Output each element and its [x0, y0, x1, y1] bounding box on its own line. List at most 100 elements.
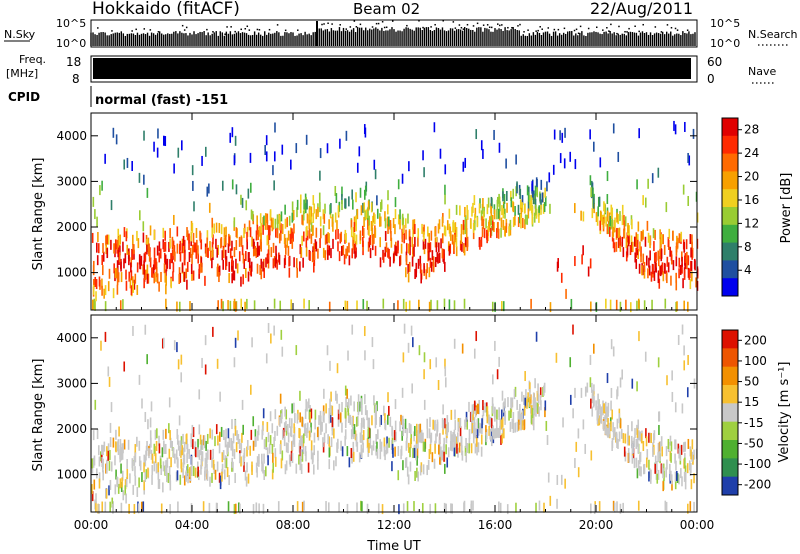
range-gate-cell	[337, 205, 340, 216]
range-gate-cell	[310, 440, 313, 451]
range-gate-cell	[532, 396, 535, 407]
range-gate-cell	[444, 358, 446, 369]
range-gate-cell	[244, 470, 247, 481]
range-gate-cell	[191, 455, 193, 466]
range-gate-cell	[340, 245, 343, 256]
range-gate-cell	[663, 244, 666, 255]
range-gate-cell	[309, 411, 311, 422]
range-gate-cell	[517, 411, 520, 422]
range-gate-cell	[415, 423, 418, 434]
range-gate-cell	[250, 384, 252, 395]
range-gate-cell	[240, 456, 242, 467]
range-gate-cell	[657, 273, 660, 284]
range-gate-cell	[638, 331, 640, 342]
range-gate-cell	[495, 419, 498, 430]
range-gate-cell	[170, 457, 172, 468]
range-gate-cell	[235, 240, 238, 251]
range-gate-cell	[324, 234, 327, 245]
nsearch-dot	[575, 28, 578, 31]
range-gate-cell	[298, 454, 300, 465]
range-gate-cell	[355, 215, 357, 226]
range-gate-cell	[101, 457, 103, 468]
range-gate-cell	[216, 461, 219, 472]
range-gate-cell	[137, 503, 140, 514]
range-gate-cell	[188, 233, 190, 244]
range-gate-cell	[320, 415, 322, 426]
range-gate-cell	[273, 325, 275, 336]
range-gate-cell	[415, 450, 417, 461]
range-gate-cell	[204, 458, 207, 469]
range-gate-cell	[151, 474, 153, 485]
range-gate-cell	[227, 428, 230, 439]
range-gate-cell	[623, 228, 625, 239]
range-gate-cell	[117, 237, 120, 248]
range-gate-cell	[256, 263, 259, 274]
range-gate-cell	[457, 447, 459, 458]
range-gate-cell	[442, 248, 445, 259]
range-gate-cell	[366, 300, 368, 311]
range-gate-cell	[105, 244, 107, 255]
range-gate-cell	[627, 431, 629, 442]
range-gate-cell	[592, 389, 594, 400]
range-gate-cell	[530, 403, 532, 414]
range-gate-cell	[521, 410, 524, 421]
range-gate-cell	[183, 239, 186, 250]
range-gate-cell	[667, 236, 670, 247]
range-gate-cell	[255, 230, 258, 241]
range-gate-cell	[102, 251, 105, 262]
range-gate-cell	[382, 298, 385, 309]
range-gate-cell	[412, 219, 414, 230]
range-gate-cell	[123, 227, 126, 238]
range-gate-cell	[156, 428, 158, 439]
range-gate-cell	[101, 255, 103, 266]
range-gate-cell	[512, 217, 515, 228]
range-gate-cell	[309, 250, 311, 261]
range-gate-cell	[146, 244, 148, 255]
range-gate-cell	[622, 247, 625, 258]
range-gate-cell	[430, 230, 433, 241]
station-title: Hokkaido (fitACF)	[92, 0, 240, 19]
nsearch-dot	[676, 29, 679, 31]
range-gate-cell	[235, 227, 238, 238]
range-gate-cell	[215, 238, 217, 249]
range-gate-cell	[628, 452, 631, 463]
range-gate-cell	[130, 285, 133, 296]
range-gate-cell	[168, 448, 171, 459]
range-gate-cell	[200, 459, 203, 470]
nsearch-dot	[97, 27, 99, 29]
range-gate-cell	[604, 401, 607, 412]
colorbar-tick-label: -200	[744, 478, 771, 492]
range-gate-cell	[637, 460, 640, 471]
range-gate-cell	[447, 422, 449, 433]
range-gate-cell	[116, 477, 119, 488]
range-gate-cell	[178, 301, 181, 312]
range-gate-cell	[358, 452, 361, 463]
range-gate-cell	[280, 223, 282, 234]
range-gate-cell	[466, 419, 469, 430]
range-gate-cell	[687, 503, 689, 514]
range-gate-cell	[620, 428, 623, 439]
range-gate-cell	[591, 208, 594, 219]
range-gate-cell	[455, 226, 458, 237]
range-gate-cell	[423, 167, 425, 178]
range-gate-cell	[362, 202, 364, 213]
range-gate-cell	[262, 408, 265, 419]
range-gate-cell	[603, 201, 605, 212]
range-gate-cell	[389, 416, 392, 427]
range-gate-cell	[490, 196, 493, 207]
range-gate-cell	[531, 214, 534, 225]
range-gate-cell	[533, 212, 536, 223]
range-gate-cell	[241, 197, 244, 208]
range-gate-cell	[445, 503, 447, 514]
range-gate-cell	[125, 231, 128, 242]
range-gate-cell	[450, 434, 453, 445]
range-gate-cell	[485, 218, 487, 229]
range-gate-cell	[328, 413, 331, 424]
nsearch-dot	[660, 31, 663, 33]
nsearch-dot	[460, 26, 463, 29]
range-gate-cell	[214, 469, 217, 480]
range-gate-cell	[384, 218, 387, 229]
range-gate-cell	[190, 465, 193, 476]
